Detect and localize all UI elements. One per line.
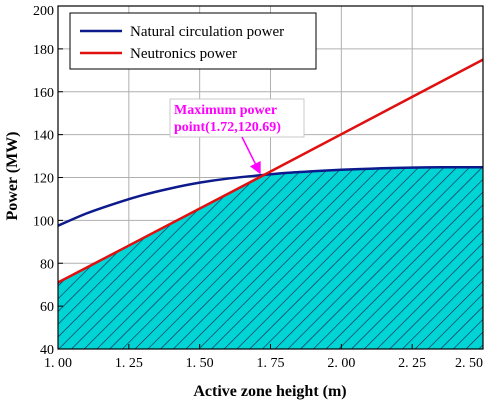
annotation-text: Maximum power [174, 103, 277, 118]
y-tick-label: 80 [40, 257, 54, 272]
legend-label: Natural circulation power [130, 24, 284, 40]
x-axis-title: Active zone height (m) [193, 383, 346, 400]
annotation: Maximum power point(1.72,120.69) [169, 98, 305, 175]
y-tick-label: 200 [33, 4, 54, 19]
x-tick-label: 1. 75 [257, 356, 285, 371]
y-tick-label: 180 [33, 43, 54, 58]
annotation-box [169, 98, 305, 138]
series-lines [57, 58, 484, 284]
series-line-neutronics [57, 58, 484, 284]
x-tick-label: 1. 50 [186, 356, 214, 371]
y-tick-label: 60 [40, 300, 54, 315]
y-tick-label: 160 [33, 86, 54, 101]
x-tick-label: 2. 25 [398, 356, 426, 371]
legend-box [69, 12, 317, 70]
tick-labels: 1. 00 1. 25 1. 50 1. 75 2. 00 2. 25 2. 50 40 60 8… [33, 4, 484, 371]
y-tick-label: 40 [40, 343, 54, 358]
y-tick-label: 120 [33, 172, 54, 187]
legend: Natural circulation power Neutronics powe… [69, 12, 317, 70]
x-tick-label: 1. 25 [115, 356, 143, 371]
y-axis-title: Power (MW) [4, 132, 21, 221]
x-tick-label: 2. 00 [327, 356, 355, 371]
y-tick-label: 100 [33, 214, 54, 229]
x-tick-label: 1. 00 [44, 356, 72, 371]
legend-label: Neutronics power [130, 46, 237, 62]
x-tick-label: 2. 50 [455, 356, 483, 371]
shaded-area [58, 167, 483, 349]
shaded-region [58, 167, 483, 349]
annotation-arrow [241, 136, 261, 175]
y-tick-label: 140 [33, 129, 54, 144]
series-line-natural-circulation [57, 165, 484, 227]
annotation-text: point(1.72,120.69) [174, 120, 281, 135]
